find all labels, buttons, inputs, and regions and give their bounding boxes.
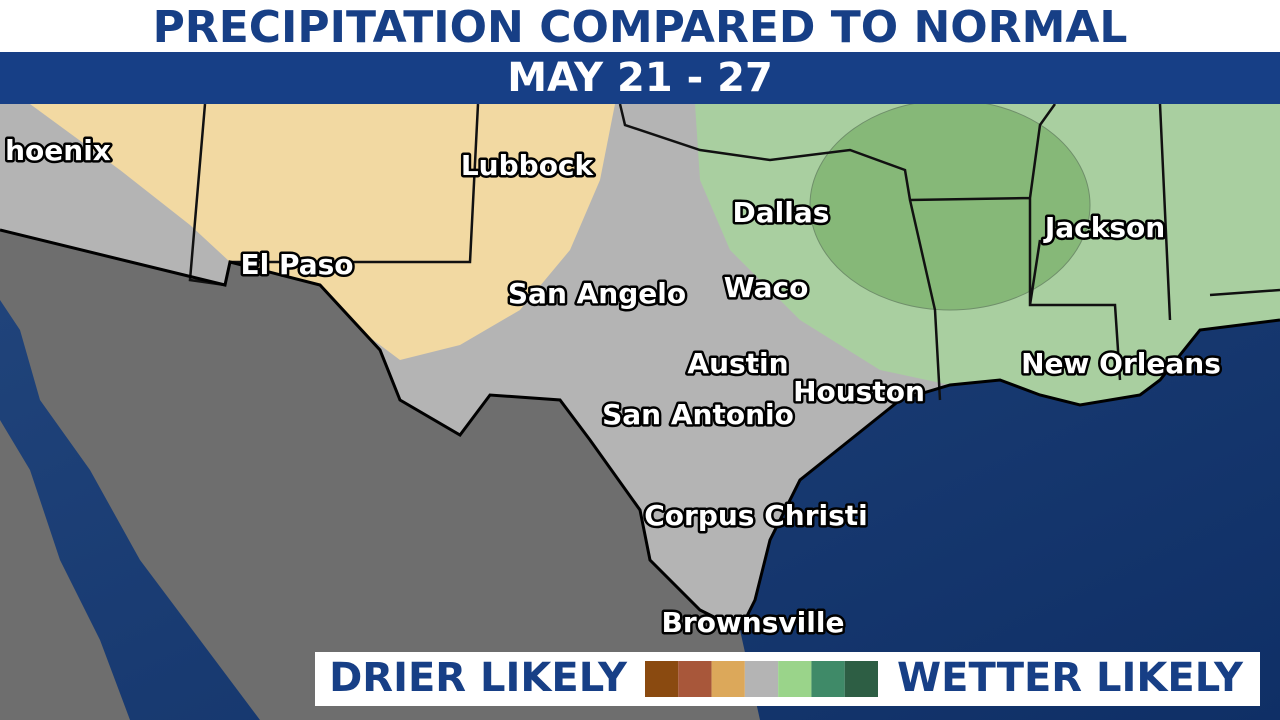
- legend-swatch: [711, 661, 745, 697]
- wetter-core: [809, 99, 1091, 311]
- city-label: Jackson: [1043, 211, 1165, 244]
- city-label: hoenix: [5, 134, 111, 167]
- title: PRECIPITATION COMPARED TO NORMAL: [153, 2, 1128, 53]
- city-label: San Antonio: [602, 398, 794, 431]
- city-label: Corpus Christi: [644, 499, 868, 532]
- legend-swatches: [645, 661, 878, 697]
- city-label: Dallas: [733, 196, 830, 229]
- city-label: San Angelo: [508, 277, 686, 310]
- legend-swatch: [678, 661, 712, 697]
- title-band: [0, 0, 1280, 52]
- mexico-land: [0, 230, 760, 720]
- city-label: New Orleans: [1021, 347, 1221, 380]
- legend-left: DRIER LIKELY: [329, 655, 628, 701]
- subtitle: MAY 21 - 27: [507, 55, 773, 101]
- legend-swatch: [778, 661, 812, 697]
- city-label: El Paso: [240, 248, 353, 281]
- legend-swatch: [744, 661, 779, 697]
- state-borders: [188, 103, 1280, 401]
- city-label: Brownsville: [662, 606, 845, 639]
- subtitle-band: [0, 52, 1280, 104]
- coastline: [0, 228, 1280, 632]
- city-label: Houston: [793, 375, 925, 408]
- city-label: Waco: [724, 271, 809, 304]
- city-labels: hoenix Lubbock El Paso Dallas Jackson San Ang…: [3, 132, 1224, 642]
- city-label: Austin: [687, 347, 788, 380]
- legend-swatch: [811, 661, 845, 697]
- city-label: Lubbock: [461, 149, 595, 182]
- legend-swatch: [844, 661, 878, 697]
- baja: [0, 420, 130, 720]
- legend-right: WETTER LIKELY: [897, 655, 1244, 701]
- drier-area: [30, 104, 615, 360]
- legend-swatch: [645, 661, 679, 697]
